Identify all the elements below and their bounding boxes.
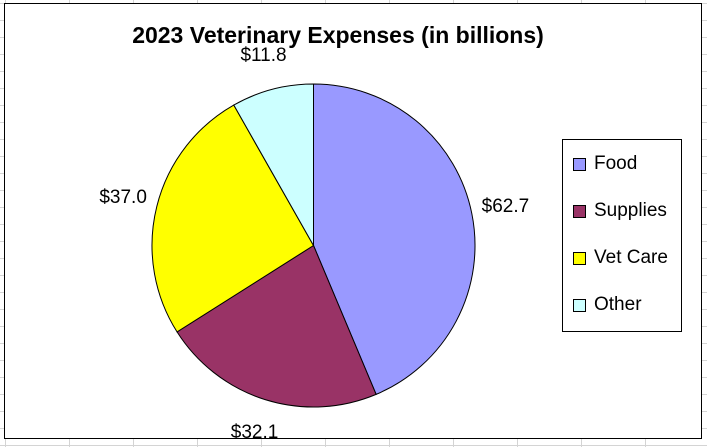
chart-title: 2023 Veterinary Expenses (in billions) — [132, 22, 544, 48]
legend-label-vet-care: Vet Care — [594, 247, 668, 268]
data-label-other: $11.8 — [240, 44, 287, 66]
data-label-supplies: $32.1 — [230, 421, 279, 443]
legend-swatch-food — [573, 157, 586, 171]
legend-label-food: Food — [594, 153, 638, 174]
legend-entry-supplies: Supplies — [573, 199, 667, 223]
pie-slice-vet-care[interactable] — [151, 104, 315, 333]
legend-entry-other: Other — [573, 293, 642, 317]
legend-entry-vet-care: Vet Care — [573, 246, 668, 270]
legend-swatch-vet-care — [573, 251, 586, 265]
legend-label-other: Other — [594, 294, 642, 315]
legend: Food Supplies Vet Care Other — [562, 139, 682, 332]
pie-slice-other[interactable] — [233, 83, 314, 248]
pie-chart — [151, 83, 476, 408]
legend-swatch-other — [573, 298, 586, 312]
data-label-food: $62.7 — [481, 195, 530, 217]
legend-label-supplies: Supplies — [594, 200, 667, 221]
pie-slices — [151, 83, 476, 408]
chart-area[interactable]: 2023 Veterinary Expenses (in billions) $… — [4, 3, 702, 443]
legend-entry-food: Food — [573, 152, 637, 176]
data-label-vet-care: $37.0 — [99, 186, 147, 208]
pie-slice-food[interactable] — [313, 83, 476, 396]
pie-slice-supplies[interactable] — [176, 244, 377, 408]
legend-swatch-supplies — [573, 204, 586, 218]
